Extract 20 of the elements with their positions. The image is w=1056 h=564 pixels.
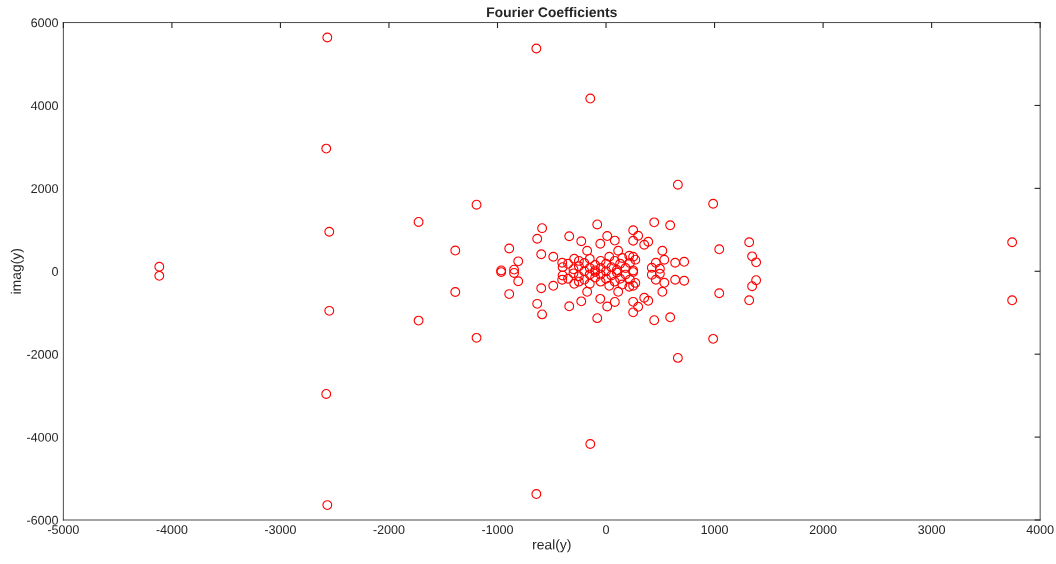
y-tick-label: 0 — [52, 267, 59, 276]
x-tick-label: 0 — [603, 525, 610, 535]
y-tick-label: 2000 — [31, 184, 59, 194]
x-tick-label: 1000 — [701, 525, 728, 535]
x-tick-label: 3000 — [918, 525, 946, 535]
y-tick-label: -2000 — [27, 349, 59, 359]
y-tick-label: -6000 — [27, 515, 59, 525]
y-tick-label: 6000 — [31, 18, 59, 28]
x-axis-title: real(y) — [533, 539, 571, 553]
chart-title: Fourier Coefficients — [487, 6, 617, 18]
y-tick-label: 4000 — [30, 101, 59, 111]
x-tick-label: 4000 — [1026, 525, 1054, 535]
x-tick-label: -5000 — [47, 525, 79, 535]
y-axis-title: imag(y) — [10, 249, 24, 294]
x-tick-label: 2000 — [809, 525, 837, 535]
x-tick-label: -4000 — [156, 525, 188, 535]
x-tick-label: -3000 — [265, 525, 296, 535]
y-tick-label: -4000 — [27, 432, 59, 442]
x-tick-label: -1000 — [482, 525, 513, 535]
x-tick-label: -2000 — [373, 525, 405, 535]
